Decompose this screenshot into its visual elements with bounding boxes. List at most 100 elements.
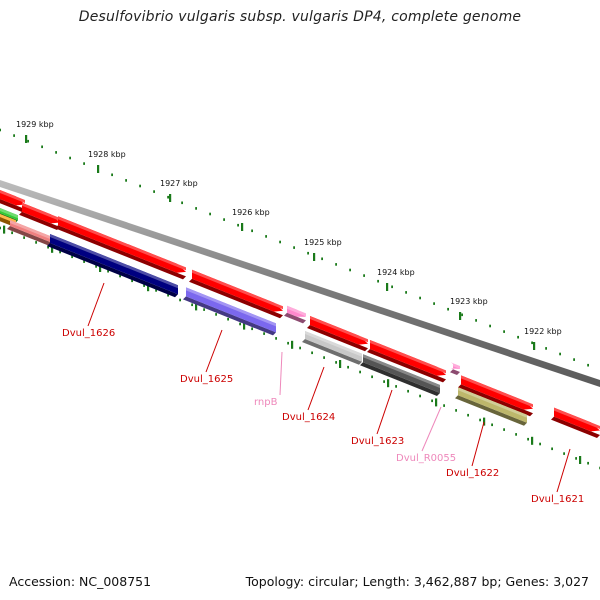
ruler-major-tick bbox=[25, 135, 28, 143]
label-leader-line bbox=[376, 389, 393, 435]
inner-scale-dot bbox=[395, 385, 397, 388]
inner-scale-tick bbox=[195, 302, 198, 311]
ruler-dot bbox=[587, 363, 589, 367]
inner-scale-dot bbox=[95, 265, 97, 268]
inner-scale-dot bbox=[227, 317, 229, 321]
gene-segment bbox=[302, 331, 362, 365]
gene-label: Dvul_1625 bbox=[180, 374, 233, 385]
inner-scale-dot bbox=[419, 394, 421, 398]
inner-scale-dot bbox=[287, 341, 289, 345]
inner-scale-dot bbox=[191, 303, 193, 307]
inner-scale-dot bbox=[515, 433, 517, 436]
ruler-dot bbox=[293, 246, 295, 249]
inner-scale-dot bbox=[239, 322, 241, 326]
ruler-dot bbox=[181, 201, 183, 205]
ruler-dot bbox=[391, 285, 393, 289]
inner-scale-tick bbox=[339, 360, 342, 368]
ruler-dot bbox=[489, 324, 491, 328]
label-leader-line bbox=[87, 282, 105, 327]
inner-scale-tick bbox=[99, 264, 102, 272]
inner-scale-dot bbox=[359, 370, 361, 374]
gene-segment bbox=[455, 387, 527, 426]
inner-scale-dot bbox=[479, 418, 481, 422]
accession-text: Accession: NC_008751 bbox=[9, 574, 152, 589]
ruler-dot bbox=[545, 347, 547, 350]
inner-scale-dot bbox=[263, 332, 265, 335]
inner-scale-tick bbox=[531, 436, 534, 445]
ruler-dot bbox=[321, 257, 323, 261]
inner-scale-dot bbox=[371, 375, 373, 379]
ruler-dot bbox=[517, 335, 519, 339]
gene-label: Dvul_R0055 bbox=[396, 453, 456, 464]
inner-scale-dot bbox=[467, 413, 469, 417]
inner-scale-dot bbox=[575, 457, 577, 460]
gene-label: rnpB bbox=[254, 397, 278, 408]
ruler-major-tick bbox=[97, 165, 100, 173]
ruler-labels: 1929 kbp 1928 kbp 1927 kbp 1926 kbp 1925 kbp… bbox=[16, 120, 562, 336]
inner-scale-dot bbox=[443, 404, 445, 407]
label-leaders bbox=[87, 282, 571, 493]
ruler-dot bbox=[447, 307, 449, 311]
inner-scale-tick bbox=[435, 398, 438, 407]
inner-scale-dot bbox=[35, 241, 37, 244]
ruler-major-tick bbox=[313, 253, 316, 261]
ruler-major-tick bbox=[241, 223, 244, 231]
gene-features bbox=[0, 189, 600, 438]
inner-scale-dot bbox=[0, 226, 1, 230]
inner-scale-dot bbox=[503, 428, 505, 431]
ruler-dot bbox=[419, 296, 421, 300]
gene-label: Dvul_1623 bbox=[351, 436, 404, 447]
inner-scale-dot bbox=[275, 337, 277, 340]
ruler-dot bbox=[335, 263, 337, 266]
ruler-dot bbox=[363, 274, 365, 277]
ruler-major-tick bbox=[533, 342, 536, 350]
inner-scale-dot bbox=[335, 361, 337, 364]
inner-scale-dot bbox=[455, 409, 457, 412]
inner-scale-dot bbox=[299, 346, 301, 350]
label-leader-line bbox=[556, 448, 571, 493]
inner-scale-dot bbox=[155, 289, 157, 292]
inner-scale-dot bbox=[407, 389, 409, 393]
ruler-dot bbox=[139, 184, 141, 188]
cds-arrow bbox=[307, 316, 368, 352]
ruler-dots bbox=[0, 128, 589, 367]
gene-segment bbox=[450, 362, 460, 375]
inner-scale-dot bbox=[23, 236, 25, 239]
ruler-dot bbox=[223, 218, 225, 221]
backbone-band bbox=[0, 180, 600, 387]
inner-scale-dot bbox=[143, 284, 145, 287]
inner-scale-dot bbox=[431, 399, 433, 403]
page-title: Desulfovibrio vulgaris subsp. vulgaris D… bbox=[78, 9, 522, 25]
gene-labels: Dvul_1626 Dvul_1625 rnpB Dvul_1624 Dvul_1623… bbox=[62, 328, 584, 505]
ruler-dot bbox=[573, 358, 575, 361]
ruler-dot bbox=[209, 212, 211, 216]
cds-arrow bbox=[55, 216, 186, 280]
ruler-dot bbox=[349, 268, 351, 272]
label-leader-line bbox=[421, 406, 442, 452]
ruler-major-tick bbox=[169, 194, 172, 202]
ruler-tick-label: 1924 kbp bbox=[377, 268, 415, 277]
inner-scale-tick bbox=[147, 283, 150, 292]
ruler-dot bbox=[433, 302, 435, 305]
ruler-dot bbox=[237, 223, 239, 227]
ruler-dot bbox=[279, 240, 281, 244]
inner-scale-dot bbox=[491, 423, 493, 427]
inner-scale-tick bbox=[243, 321, 246, 330]
ruler-tick-label: 1927 kbp bbox=[160, 179, 198, 188]
gene-segment bbox=[284, 305, 306, 324]
label-leader-line bbox=[205, 329, 223, 373]
cds-arrow bbox=[551, 407, 600, 438]
genome-summary-text: Topology: circular; Length: 3,462,887 bp… bbox=[245, 574, 589, 589]
cds-arrow bbox=[19, 202, 60, 230]
ruler-dot bbox=[125, 179, 127, 182]
inner-scale-dot bbox=[311, 351, 313, 355]
ruler-dot bbox=[475, 319, 477, 322]
inner-scale-dot bbox=[323, 356, 325, 359]
inner-scale-dot bbox=[119, 274, 121, 278]
ruler-tick-label: 1926 kbp bbox=[232, 208, 270, 217]
inner-scale-dot bbox=[251, 327, 253, 331]
inner-scale-dot bbox=[83, 260, 85, 263]
ruler-tick-label: 1928 kbp bbox=[88, 150, 126, 159]
label-leader-line bbox=[471, 421, 485, 467]
